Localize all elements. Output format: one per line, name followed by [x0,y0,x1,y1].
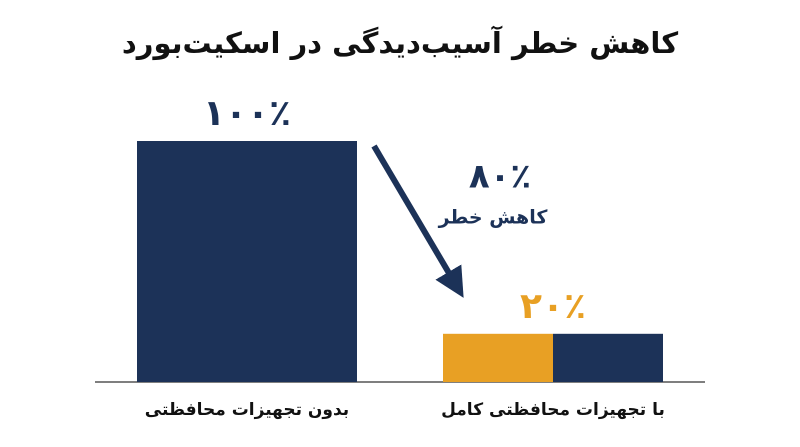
bar [443,333,553,382]
x-tick-label: بدون تجهیزات محافظتی [145,400,349,420]
reduction-arrow [371,144,464,298]
value-label: ۲۰٪ [520,286,586,327]
bar [137,141,357,382]
bar [553,333,663,382]
annotation-text: کاهش خطر [438,207,549,229]
chart-title: کاهش خطر آسیب‌دیدگی در اسکیت‌بورد [122,25,678,60]
value-label: ۱۰۰٪ [203,93,291,134]
annotation-value: ۸۰٪ [469,157,531,197]
x-tick-label: با تجهیزات محافظتی کامل [441,400,665,420]
